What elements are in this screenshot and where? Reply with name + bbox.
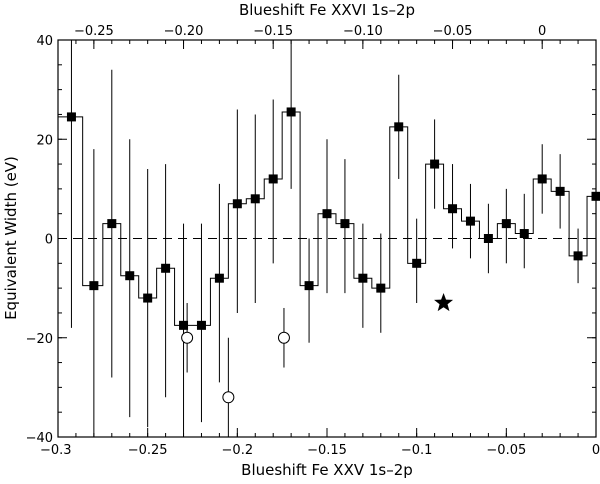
data-point-square: [465, 216, 475, 226]
data-point-square: [537, 174, 547, 184]
data-point-square: [322, 209, 332, 219]
data-point-square: [179, 320, 189, 330]
data-point-square: [430, 159, 440, 169]
data-point-square: [519, 229, 529, 239]
x2-tick-label: −0.15: [253, 24, 293, 39]
data-point-square: [483, 234, 493, 243]
data-point-square: [394, 122, 404, 132]
x-tick-label: −0.05: [486, 443, 526, 458]
data-point-square: [304, 281, 314, 291]
data-point-square: [66, 112, 76, 122]
x2-tick-label: 0: [538, 24, 546, 39]
x2-tick-label: −0.10: [343, 24, 383, 39]
data-point-square: [107, 219, 117, 229]
x2-tick-label: −0.20: [164, 24, 204, 39]
x2-axis-title: Blueshift Fe XXVI 1s–2p: [239, 1, 415, 19]
data-point-square: [286, 107, 296, 117]
data-point-square: [555, 186, 565, 196]
data-point-star: [434, 293, 454, 312]
data-point-square: [376, 283, 386, 293]
data-point-square: [143, 293, 153, 303]
y-tick-label: 20: [36, 133, 53, 148]
x-tick-label: 0: [592, 443, 600, 458]
x-tick-label: −0.25: [128, 443, 168, 458]
x-tick-label: −0.2: [222, 443, 254, 458]
x-tick-label: −0.3: [40, 443, 72, 458]
data-point-square: [412, 258, 422, 268]
data-point-square: [268, 174, 278, 184]
data-point-square: [358, 273, 368, 283]
data-point-square: [250, 194, 260, 204]
data-point-square: [196, 320, 206, 330]
y-axis-title: Equivalent Width (eV): [2, 156, 20, 320]
data-point-square: [573, 251, 583, 261]
y-tick-label: 0: [45, 233, 53, 248]
axes: −0.3 −0.25 −0.2 −0.15 −0.1 −0.05 0 −0.25 −0.20 −0…: [26, 24, 600, 458]
x2-tick-label: −0.05: [433, 24, 473, 39]
y-tick-label: −20: [26, 332, 53, 347]
x-axis-title: Blueshift Fe XXV 1s–2p: [241, 461, 413, 479]
data-point-square: [214, 273, 224, 283]
data-point-square: [340, 219, 350, 229]
step-histogram-line: [58, 111, 596, 326]
data-point-square: [125, 271, 135, 281]
plot-marks: [58, 40, 600, 437]
x2-tick-label: −0.25: [74, 24, 114, 39]
y-tick-label: −40: [26, 431, 53, 446]
data-point-square: [161, 263, 171, 273]
data-point-square: [232, 199, 242, 209]
x-tick-label: −0.1: [401, 443, 433, 458]
x-tick-label: −0.15: [307, 443, 347, 458]
data-point-circle: [222, 391, 235, 404]
data-point-square: [89, 281, 99, 291]
data-point-circle: [181, 331, 194, 344]
data-point-circle: [277, 331, 290, 344]
data-point-square: [448, 204, 458, 214]
data-point-square: [501, 219, 511, 229]
y-tick-label: 40: [36, 34, 53, 49]
